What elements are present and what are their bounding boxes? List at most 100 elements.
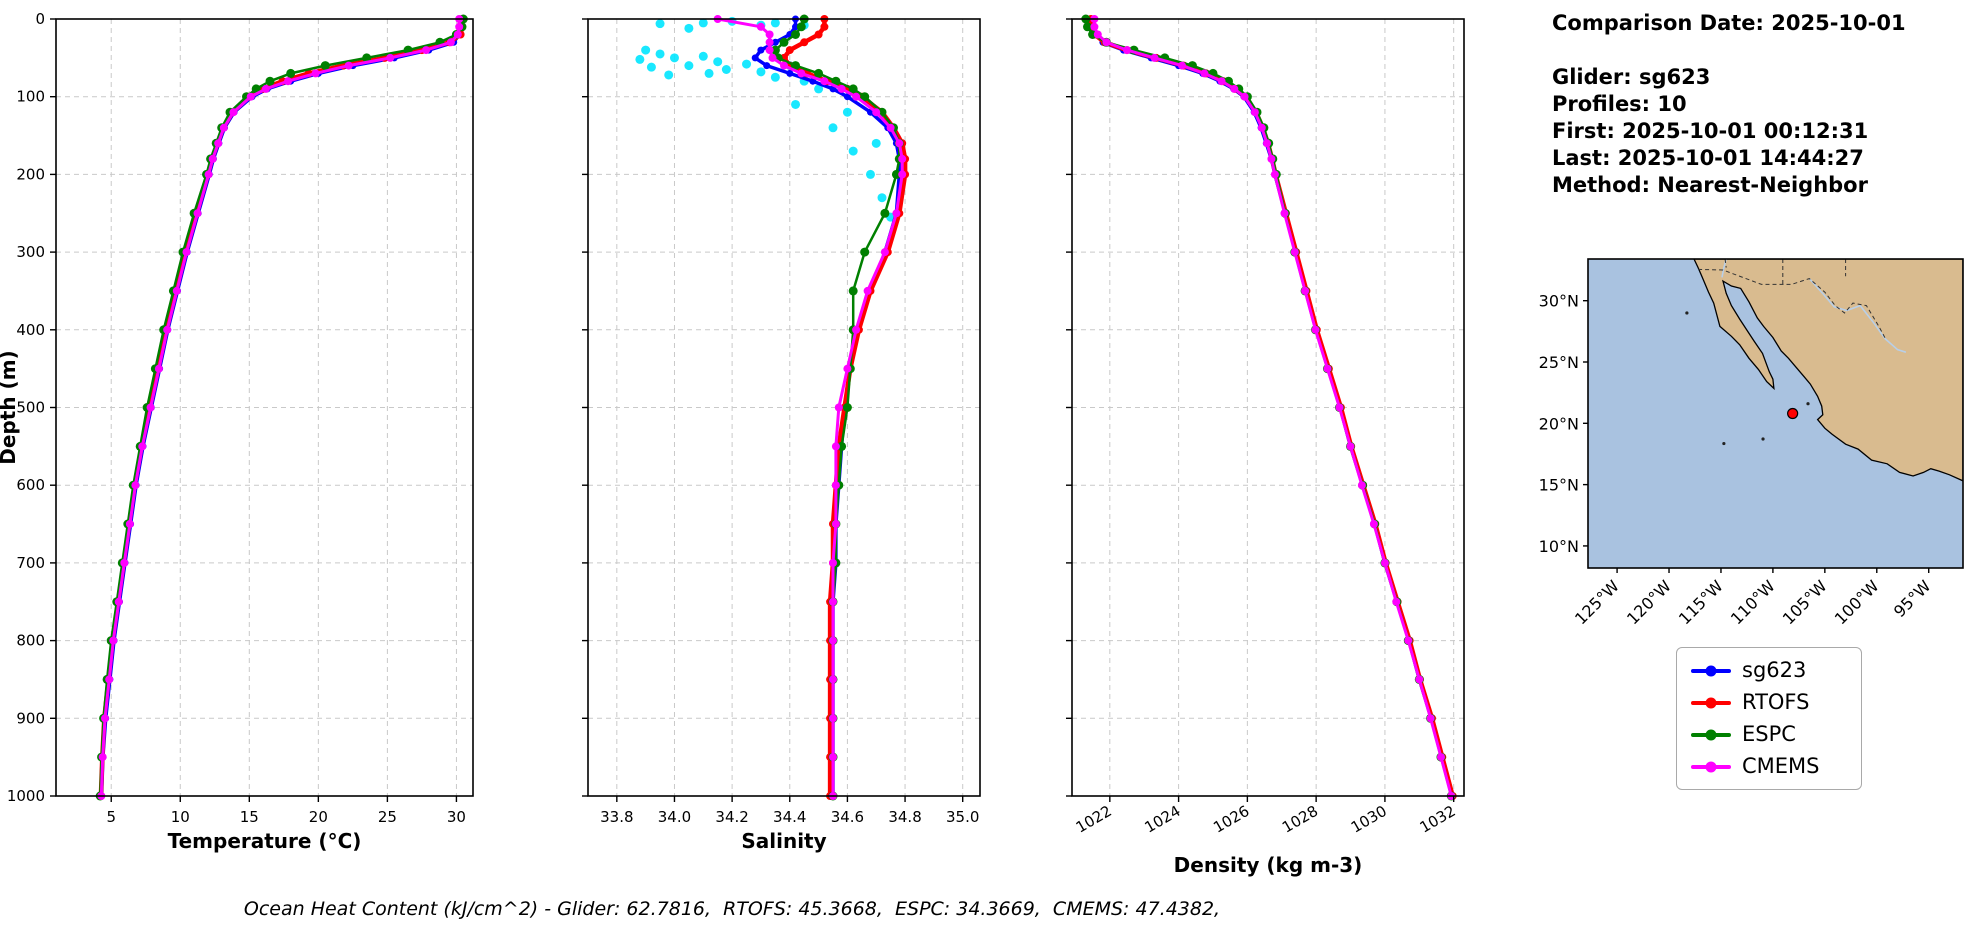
glider-raw-salinity-point <box>698 51 708 61</box>
glider-raw-salinity-point <box>871 138 881 148</box>
glider-raw-salinity-point <box>635 54 645 64</box>
glider-raw-salinity-point <box>646 62 656 72</box>
info-panel: Comparison Date: 2025-10-01 Glider: sg62… <box>1552 10 1906 199</box>
svg-text:15°N: 15°N <box>1539 476 1579 495</box>
density-line-CMEMS <box>1092 17 1453 798</box>
legend: sg623 RTOFS ESPC CMEMS <box>1676 647 1862 790</box>
glider-raw-salinity-point <box>669 53 679 63</box>
ocean-heat-content-caption: Ocean Heat Content (kJ/cm^2) - Glider: 6… <box>243 898 1221 920</box>
glider-raw-salinity-point <box>756 67 766 77</box>
temperature-line-ESPC <box>98 17 465 798</box>
svg-text:900: 900 <box>16 709 45 727</box>
svg-text:400: 400 <box>16 321 45 339</box>
legend-label: CMEMS <box>1742 754 1820 778</box>
map-river <box>1808 278 1907 353</box>
svg-text:200: 200 <box>16 165 45 183</box>
glider-raw-salinity-point <box>684 61 694 71</box>
svg-text:10: 10 <box>171 808 190 826</box>
svg-text:110°W: 110°W <box>1727 576 1779 628</box>
last-profile-text: Last: 2025-10-01 14:44:27 <box>1552 146 1864 170</box>
svg-text:5: 5 <box>106 808 116 826</box>
density-profile-chart: 1022 1024 1026 1028 1030 1032 Density (kg m-3) <box>1066 14 1465 877</box>
salinity-xlabel: Salinity <box>741 829 826 853</box>
temperature-xlabel: Temperature (°C) <box>168 829 362 853</box>
legend-item-sg623: sg623 <box>1691 659 1847 682</box>
method-text: Method: Nearest-Neighbor <box>1552 173 1868 197</box>
temperature-ylabel: Depth (m) <box>0 350 20 464</box>
map-island <box>1806 402 1810 406</box>
legend-item-rtofs: RTOFS <box>1691 691 1847 714</box>
svg-text:1026: 1026 <box>1210 802 1252 837</box>
glider-raw-salinity-point <box>684 23 694 33</box>
svg-text:25°N: 25°N <box>1539 353 1579 372</box>
glider-raw-salinity-point <box>655 49 665 59</box>
legend-line-sample <box>1691 665 1731 676</box>
svg-text:34.2: 34.2 <box>715 808 748 826</box>
svg-text:34.6: 34.6 <box>831 808 864 826</box>
map-land <box>1693 259 1963 482</box>
temperature-line-CMEMS <box>99 17 461 798</box>
legend-item-cmems: CMEMS <box>1691 755 1847 778</box>
glider-raw-salinity-point <box>770 72 780 82</box>
info-spacer <box>1552 37 1906 64</box>
glider-raw-salinity-point <box>828 123 838 133</box>
svg-text:30°N: 30°N <box>1539 292 1579 311</box>
legend-marker-dot <box>1705 665 1717 676</box>
svg-text:34.4: 34.4 <box>773 808 806 826</box>
svg-text:35.0: 35.0 <box>946 808 979 826</box>
svg-text:1000: 1000 <box>7 787 45 805</box>
svg-text:100°W: 100°W <box>1831 576 1883 628</box>
svg-text:500: 500 <box>16 399 45 417</box>
svg-text:33.8: 33.8 <box>600 808 633 826</box>
svg-text:10°N: 10°N <box>1539 537 1579 556</box>
glider-raw-salinity-point <box>721 65 731 75</box>
glider-location-marker <box>1787 407 1799 420</box>
svg-text:25: 25 <box>378 808 397 826</box>
legend-marker-dot <box>1705 729 1717 740</box>
glider-raw-salinity-point <box>842 107 852 117</box>
location-map: 125°W 120°W 115°W 110°W 105°W 100°W 95°W 30°N 25… <box>1539 258 1964 628</box>
svg-text:600: 600 <box>16 476 45 494</box>
svg-text:15: 15 <box>240 808 259 826</box>
salinity-profile-chart: 33.8 34.0 34.2 34.4 34.6 34.8 35.0 Salinity <box>582 14 981 853</box>
glider-raw-salinity-point <box>877 193 887 203</box>
svg-text:1024: 1024 <box>1142 802 1184 837</box>
legend-item-espc: ESPC <box>1691 723 1847 746</box>
svg-text:100: 100 <box>16 88 45 106</box>
legend-label: RTOFS <box>1742 690 1810 714</box>
legend-line-sample <box>1691 729 1731 740</box>
svg-text:700: 700 <box>16 554 45 572</box>
svg-text:0: 0 <box>35 10 45 28</box>
profiles-text: Profiles: 10 <box>1552 92 1687 116</box>
glider-raw-salinity-point <box>742 59 752 69</box>
legend-label: sg623 <box>1742 658 1807 682</box>
svg-text:800: 800 <box>16 632 45 650</box>
svg-text:105°W: 105°W <box>1779 576 1831 628</box>
svg-text:1028: 1028 <box>1279 802 1321 837</box>
map-border <box>1698 268 1887 341</box>
glider-raw-salinity-point <box>698 18 708 28</box>
svg-text:34.0: 34.0 <box>658 808 691 826</box>
map-island <box>1761 437 1765 441</box>
glider-raw-salinity-point <box>704 68 714 78</box>
first-profile-text: First: 2025-10-01 00:12:31 <box>1552 119 1869 143</box>
svg-text:300: 300 <box>16 243 45 261</box>
glider-raw-salinity-point <box>865 169 875 179</box>
svg-text:1032: 1032 <box>1417 802 1459 837</box>
temperature-profile-chart: 5 10 15 20 25 3001002003004005006007008009001… <box>0 10 474 853</box>
svg-text:1022: 1022 <box>1073 802 1115 837</box>
map-island <box>1722 441 1726 446</box>
svg-text:20°N: 20°N <box>1539 414 1579 433</box>
legend-line-sample <box>1691 697 1731 708</box>
map-border <box>1724 259 1727 268</box>
glider-raw-salinity-point <box>848 146 858 156</box>
glider-text: Glider: sg623 <box>1552 65 1711 89</box>
svg-text:125°W: 125°W <box>1571 576 1623 628</box>
legend-marker-dot <box>1705 761 1717 772</box>
svg-text:120°W: 120°W <box>1623 576 1675 628</box>
glider-raw-salinity-point <box>770 18 780 28</box>
svg-text:20: 20 <box>309 808 328 826</box>
glider-raw-salinity-point <box>641 45 651 55</box>
glider-raw-salinity-point <box>814 84 824 94</box>
